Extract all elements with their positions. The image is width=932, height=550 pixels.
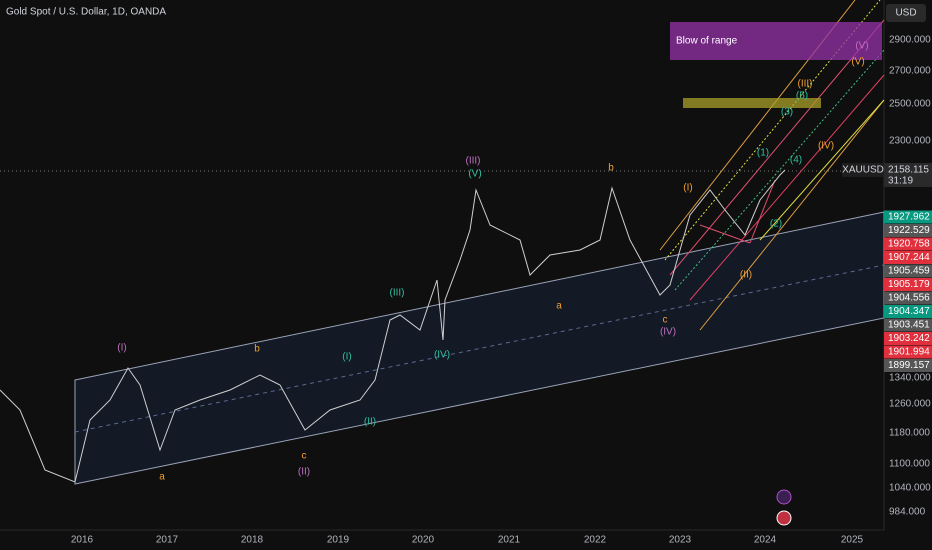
time-axis-label: 2020 xyxy=(412,535,435,546)
time-axis-label: 2022 xyxy=(584,535,607,546)
countdown: 31:19 xyxy=(888,176,913,187)
time-axis-label: 2019 xyxy=(327,535,350,546)
price-tag-label: 1905.179 xyxy=(888,279,930,290)
currency[interactable]: USD xyxy=(895,8,916,19)
symbol-tag xyxy=(842,163,884,177)
wave-label: (3) xyxy=(781,107,793,118)
wave-label: (4) xyxy=(790,155,802,166)
price-tag-label: 1903.451 xyxy=(888,320,930,331)
wave-label: (V) xyxy=(851,57,864,68)
currency-button[interactable] xyxy=(886,4,926,22)
price-tag xyxy=(884,318,932,332)
time-axis-label: 2021 xyxy=(498,535,521,546)
price-axis-label: 2500.000 xyxy=(889,99,931,110)
wave-label: (IV) xyxy=(434,350,450,361)
wave-label: (III) xyxy=(390,288,405,299)
time-axis-label: 2016 xyxy=(71,535,94,546)
price-axis-label: 1260.000 xyxy=(889,399,931,410)
price-axis-label: 2300.000 xyxy=(889,136,931,147)
price-tag-label: 1922.529 xyxy=(888,225,930,236)
wave-label: c xyxy=(302,451,307,462)
price-tag xyxy=(884,251,932,264)
price-tag-label: 1920.758 xyxy=(888,239,930,250)
event-icon[interactable] xyxy=(776,510,792,526)
price-tag xyxy=(884,278,932,291)
price-tag xyxy=(884,237,932,251)
chart-title: Gold Spot / U.S. Dollar, 1D, OANDA xyxy=(6,7,166,18)
wave-label: (5) xyxy=(796,91,808,102)
price-axis-label: 1180.000 xyxy=(889,428,930,439)
channel-midline xyxy=(74,264,885,433)
wave-label: a xyxy=(556,301,562,312)
wave-label: b xyxy=(254,344,260,355)
wave-label: (IV) xyxy=(660,327,676,338)
wave-label: (III) xyxy=(798,79,813,90)
price-tag-label: 1907.244 xyxy=(888,252,930,263)
time-axis-label: 2018 xyxy=(241,535,264,546)
wave-label: a xyxy=(159,472,165,483)
price-tag-label: 1905.459 xyxy=(888,266,930,277)
price-axis-label: 984.000 xyxy=(889,507,926,518)
wave-label: b xyxy=(608,163,614,174)
price-axis-label: 2700.000 xyxy=(889,66,931,77)
time-axis-label: 2024 xyxy=(754,535,777,546)
time-axis-label: 2017 xyxy=(156,535,179,546)
wave-label: (III) xyxy=(466,156,481,167)
wave-label: (I) xyxy=(683,183,692,194)
time-axis-label: 2025 xyxy=(841,535,864,546)
wave-label: (1) xyxy=(757,148,769,159)
price-tag xyxy=(884,291,932,305)
price-tag xyxy=(884,210,932,224)
price-tag xyxy=(884,264,932,278)
price-tag-label: 1899.157 xyxy=(888,360,930,371)
symbol: XAUUSD xyxy=(842,165,884,176)
price-tag xyxy=(884,332,932,345)
annotation-box xyxy=(670,22,882,60)
price-tag-label: 1901.994 xyxy=(888,347,930,358)
last-price: 2158.115 xyxy=(888,165,929,176)
wave-label: (I) xyxy=(342,352,351,363)
price-axis-label: 1100.000 xyxy=(889,459,930,470)
price-tag xyxy=(884,345,932,359)
wave-label: (2) xyxy=(770,219,782,230)
price-tag-label: 1904.347 xyxy=(888,306,930,317)
price-tag-label: 1904.556 xyxy=(888,293,930,304)
wave-label: (V) xyxy=(855,41,868,52)
wave-label: (II) xyxy=(298,467,310,478)
wave-label: (I) xyxy=(117,343,126,354)
price-tag xyxy=(884,305,932,318)
wave-label: (II) xyxy=(364,417,376,428)
price-axis-label: 1040.000 xyxy=(889,483,931,494)
price-axis-label: 2900.000 xyxy=(889,35,931,46)
annotation: Blow of range xyxy=(676,36,738,47)
price-tag xyxy=(884,163,932,187)
price-tag-label: 1903.242 xyxy=(888,333,930,344)
price-tag xyxy=(884,359,932,372)
price-line xyxy=(0,169,786,483)
time-axis-label: 2023 xyxy=(669,535,692,546)
event-icon[interactable] xyxy=(776,489,792,505)
wave-label: (IV) xyxy=(818,141,834,152)
target-zone xyxy=(683,98,821,108)
price-tag-label: 1927.962 xyxy=(888,212,930,223)
wave-label: (V) xyxy=(468,169,481,180)
wave-label: (II) xyxy=(740,270,752,281)
price-axis-label: 1340.000 xyxy=(889,373,931,384)
wave-label: c xyxy=(663,315,668,326)
price-tag xyxy=(884,224,932,237)
